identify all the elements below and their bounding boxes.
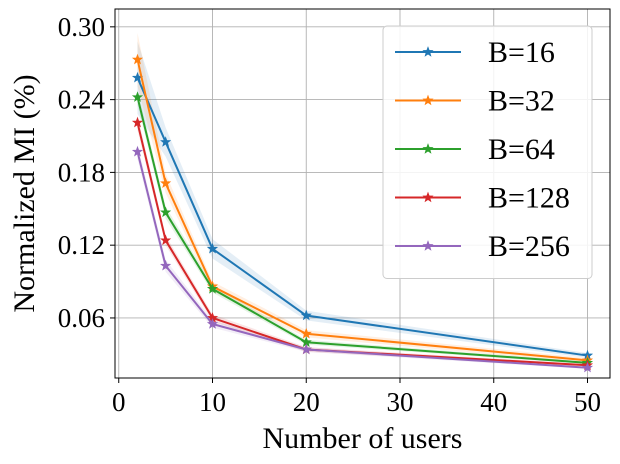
data-point-star bbox=[160, 259, 172, 271]
x-tick-label: 20 bbox=[293, 387, 320, 417]
x-tick-label: 40 bbox=[480, 387, 507, 417]
legend-label: B=16 bbox=[488, 36, 555, 69]
y-axis-label: Normalized MI (%) bbox=[8, 74, 41, 312]
y-axis: 0.06 0.12 0.18 0.24 0.30 bbox=[58, 12, 115, 333]
legend-box bbox=[382, 25, 593, 279]
x-tick-label: 0 bbox=[112, 387, 126, 417]
data-point-star bbox=[131, 116, 144, 128]
legend-marker-star bbox=[422, 94, 434, 106]
legend-marker-star bbox=[422, 191, 434, 203]
legend-label: B=256 bbox=[488, 230, 570, 263]
confidence-band bbox=[137, 41, 588, 358]
y-tick-label: 0.30 bbox=[58, 12, 105, 42]
confidence-bands bbox=[137, 32, 588, 369]
data-point-star bbox=[160, 206, 172, 218]
data-point-star bbox=[131, 53, 144, 65]
data-point-star bbox=[581, 361, 594, 373]
x-axis: 0 10 20 30 40 50 bbox=[112, 378, 601, 417]
data-point-star bbox=[160, 234, 172, 246]
legend-label: B=64 bbox=[488, 133, 555, 166]
x-tick-label: 10 bbox=[199, 387, 226, 417]
y-tick-label: 0.24 bbox=[58, 85, 106, 115]
legend-marker-star bbox=[422, 143, 434, 154]
legend-marker-star bbox=[422, 46, 434, 57]
y-tick-label: 0.12 bbox=[58, 230, 105, 260]
data-point-star bbox=[300, 309, 312, 321]
data-point-star bbox=[131, 145, 144, 157]
data-point-star bbox=[206, 318, 219, 329]
data-point-star bbox=[206, 282, 219, 294]
series-b-256 bbox=[131, 145, 594, 373]
data-point-star bbox=[206, 242, 219, 254]
legend: B=16 B=32 B=64 B=128 B=256 bbox=[382, 25, 593, 279]
data-point-star bbox=[131, 91, 144, 102]
y-tick-label: 0.18 bbox=[58, 157, 105, 187]
plot-area-frame bbox=[114, 8, 611, 379]
data-point-star bbox=[160, 136, 172, 147]
data-point-star bbox=[300, 343, 312, 355]
series-lines bbox=[131, 53, 594, 373]
data-point-star bbox=[300, 327, 312, 339]
y-tick-label: 0.06 bbox=[58, 303, 105, 333]
legend-marker-star bbox=[422, 240, 434, 251]
legend-label: B=32 bbox=[488, 85, 555, 118]
x-axis-label: Number of users bbox=[263, 422, 463, 455]
legend-label: B=128 bbox=[488, 182, 570, 215]
x-tick-label: 30 bbox=[387, 387, 414, 417]
data-point-star bbox=[160, 177, 172, 189]
x-tick-label: 50 bbox=[574, 387, 601, 417]
